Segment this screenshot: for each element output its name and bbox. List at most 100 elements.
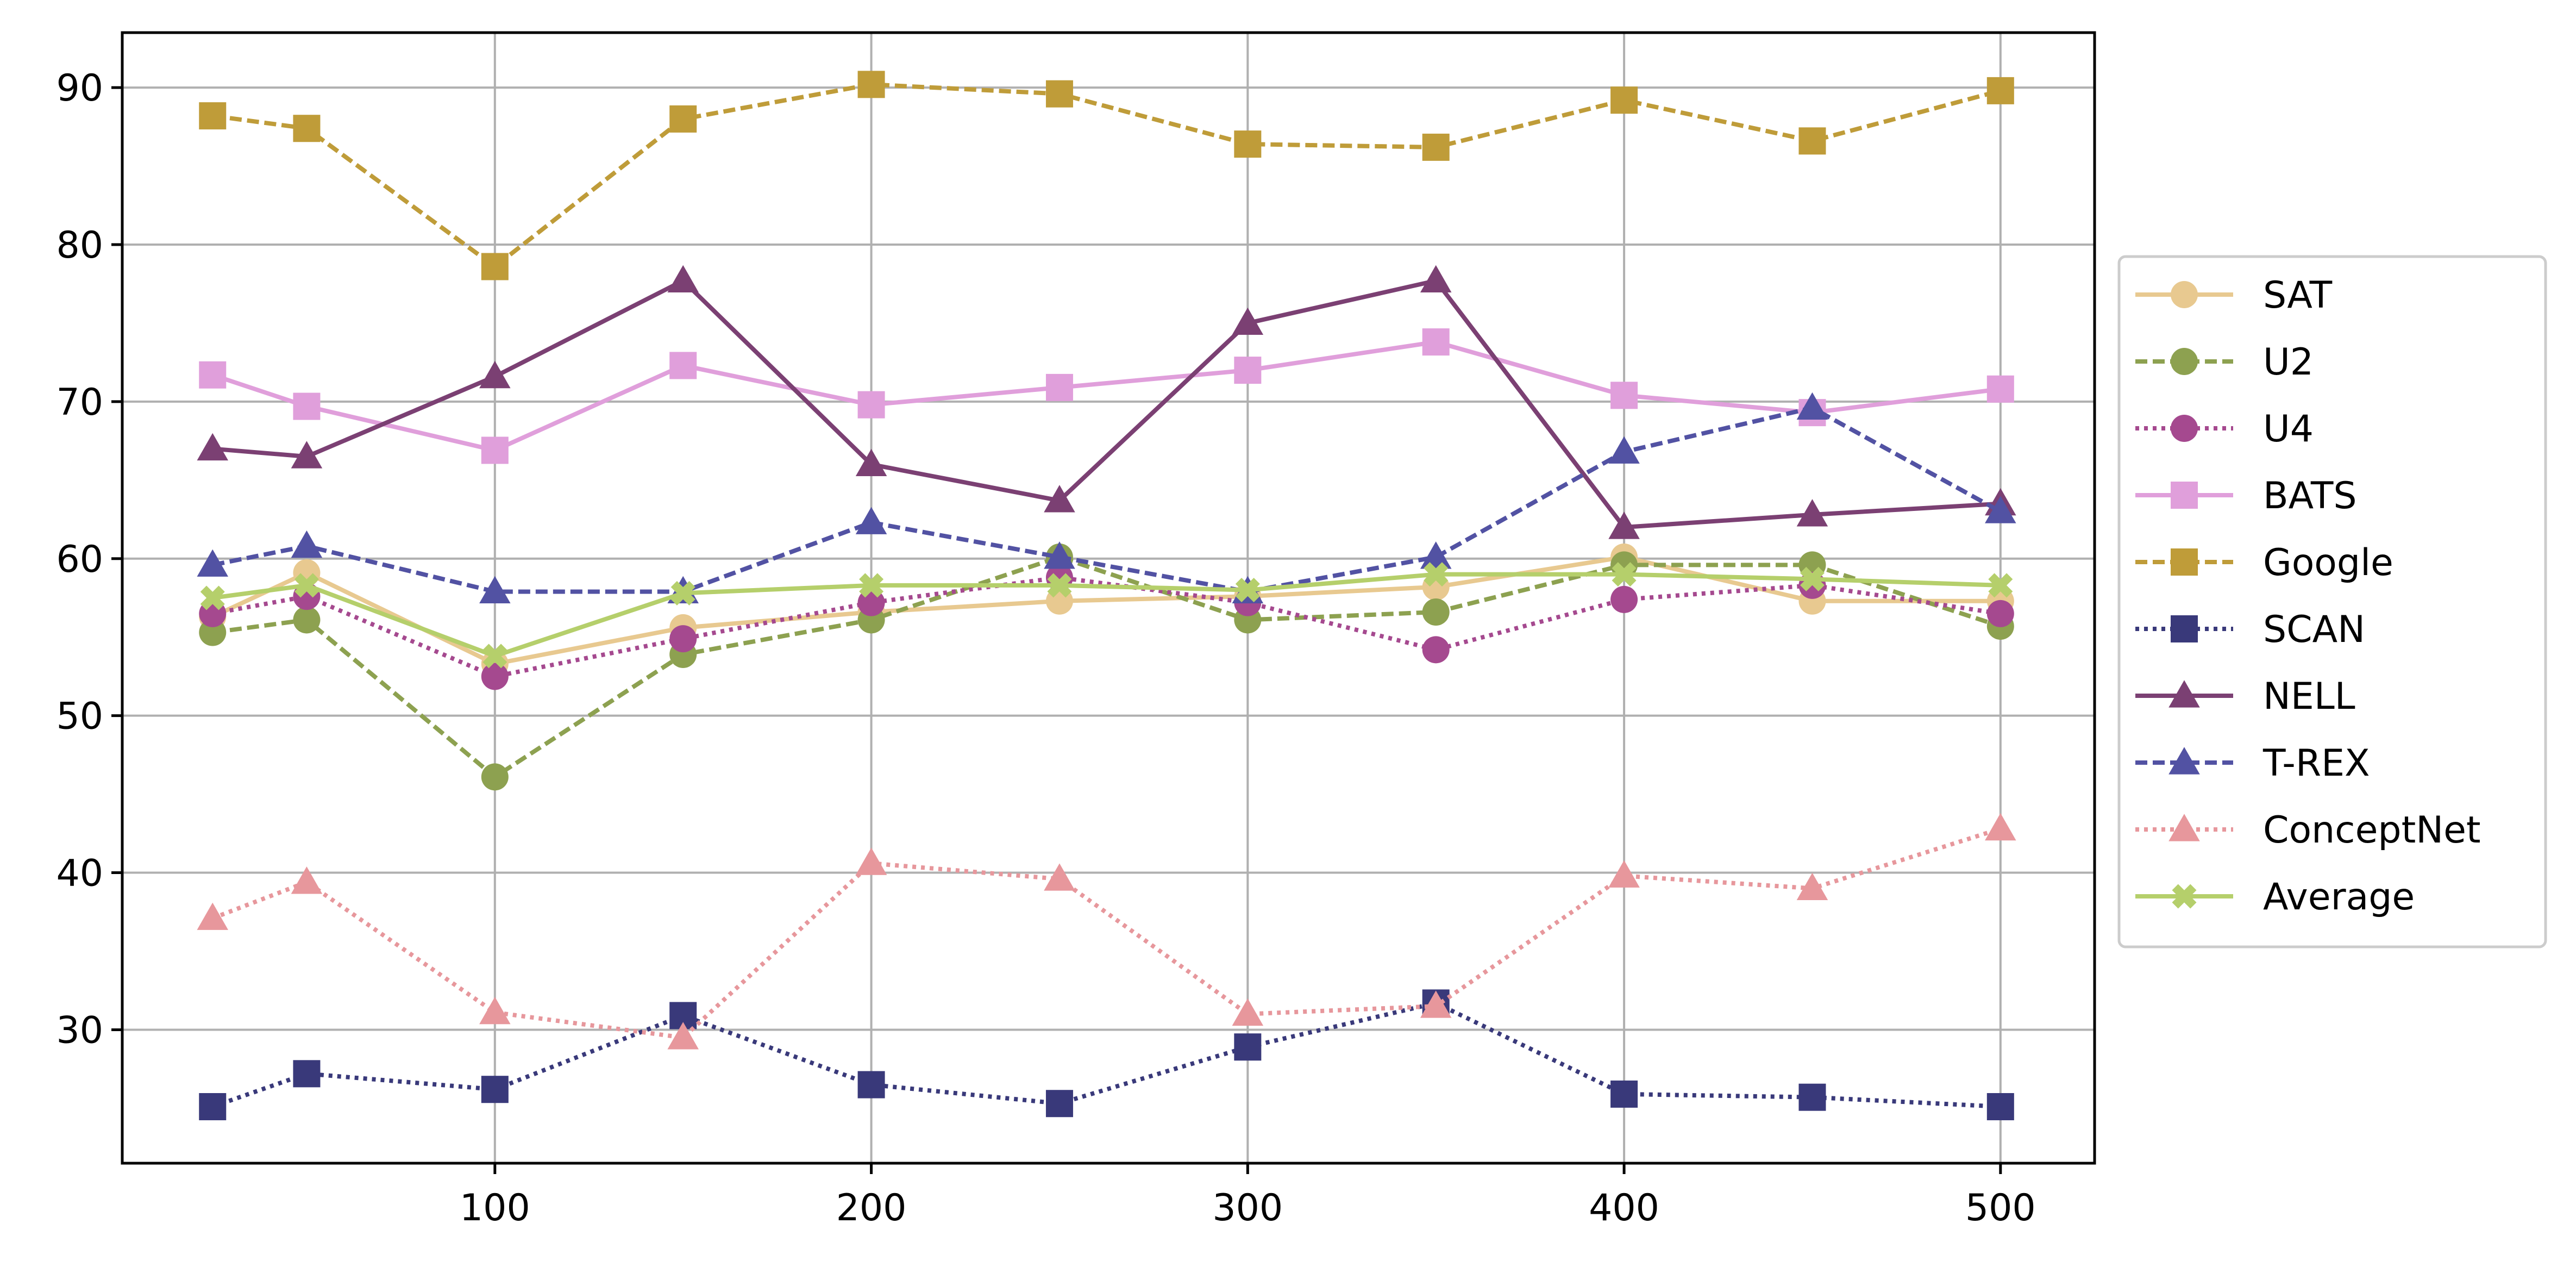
series-bats bbox=[199, 328, 2014, 464]
data-point-bats bbox=[857, 391, 885, 419]
data-point-google bbox=[1610, 86, 1638, 114]
legend-item-conceptnet: ConceptNet bbox=[2135, 809, 2481, 852]
data-point-t-rex bbox=[1044, 541, 1075, 569]
data-point-average bbox=[1424, 562, 1449, 587]
legend-marker-sat bbox=[2171, 281, 2198, 308]
legend-item-u2: U2 bbox=[2135, 341, 2314, 384]
data-point-google bbox=[1422, 133, 1450, 161]
legend-label-u4: U4 bbox=[2263, 408, 2314, 451]
data-point-t-rex bbox=[291, 530, 323, 558]
data-point-average bbox=[1988, 573, 2013, 598]
legend-label-average: Average bbox=[2263, 876, 2415, 919]
legend-label-u2: U2 bbox=[2263, 341, 2314, 384]
data-point-u2 bbox=[481, 763, 509, 791]
data-point-scan bbox=[1610, 1080, 1638, 1108]
data-point-average bbox=[482, 644, 507, 669]
y-tick-label: 50 bbox=[56, 695, 103, 738]
legend-label-t-rex: T-REX bbox=[2262, 742, 2370, 785]
legend-item-nell: NELL bbox=[2135, 675, 2355, 718]
data-point-u2 bbox=[293, 606, 321, 634]
data-point-google bbox=[293, 115, 321, 142]
data-point-bats bbox=[1610, 382, 1638, 409]
legend-marker-nell bbox=[2168, 680, 2200, 708]
data-point-average bbox=[1235, 578, 1260, 603]
data-point-t-rex bbox=[1608, 436, 1640, 464]
data-point-scan bbox=[481, 1076, 509, 1103]
data-point-conceptnet bbox=[667, 1022, 699, 1050]
data-point-nell bbox=[1232, 307, 1264, 335]
data-point-average bbox=[294, 573, 319, 598]
data-point-google bbox=[857, 71, 885, 98]
series-conceptnet bbox=[197, 813, 2016, 1050]
data-point-google bbox=[1986, 77, 2014, 104]
data-point-bats bbox=[1234, 357, 1262, 384]
legend-label-nell: NELL bbox=[2263, 675, 2355, 718]
legend-marker-u4 bbox=[2171, 415, 2198, 442]
data-point-conceptnet bbox=[1044, 863, 1075, 891]
data-point-t-rex bbox=[197, 549, 229, 577]
legend-label-google: Google bbox=[2263, 541, 2393, 584]
legend: SAT U2 U4 BATS Google SCAN NELL T-REX ConceptNet… bbox=[2117, 255, 2547, 948]
data-point-u2 bbox=[199, 619, 227, 646]
data-point-conceptnet bbox=[479, 996, 511, 1025]
legend-label-conceptnet: ConceptNet bbox=[2263, 809, 2481, 852]
data-point-scan bbox=[1045, 1090, 1073, 1118]
data-point-conceptnet bbox=[291, 866, 323, 894]
legend-label-sat: SAT bbox=[2263, 274, 2333, 317]
legend-item-t-rex: T-REX bbox=[2135, 742, 2370, 785]
data-point-scan bbox=[199, 1093, 227, 1120]
data-point-average bbox=[200, 585, 225, 610]
series-average bbox=[200, 562, 2013, 669]
series-line-conceptnet bbox=[211, 826, 2002, 1040]
data-point-t-rex bbox=[1985, 496, 2016, 523]
data-point-conceptnet bbox=[1985, 813, 2016, 841]
y-tick-label: 70 bbox=[56, 381, 103, 424]
data-point-nell bbox=[291, 441, 323, 469]
legend-label-scan: SCAN bbox=[2263, 608, 2365, 651]
data-point-t-rex bbox=[1796, 392, 1828, 420]
data-point-average bbox=[1800, 566, 1825, 591]
data-point-bats bbox=[481, 436, 509, 464]
data-point-nell bbox=[855, 448, 887, 477]
y-tick-label: 60 bbox=[56, 538, 103, 581]
legend-item-sat: SAT bbox=[2135, 274, 2333, 317]
series-scan bbox=[199, 989, 2014, 1120]
data-point-nell bbox=[197, 433, 229, 461]
series-google bbox=[199, 71, 2014, 280]
legend-label-bats: BATS bbox=[2263, 475, 2357, 517]
data-point-conceptnet bbox=[197, 902, 229, 930]
data-point-conceptnet bbox=[1608, 860, 1640, 888]
series-nell bbox=[197, 265, 2016, 539]
x-tick-label: 500 bbox=[1965, 1187, 2036, 1230]
y-tick-label: 90 bbox=[56, 67, 103, 110]
data-point-scan bbox=[1986, 1093, 2014, 1120]
data-point-conceptnet bbox=[1796, 872, 1828, 901]
data-point-conceptnet bbox=[855, 847, 887, 875]
data-point-t-rex bbox=[479, 576, 511, 604]
data-point-google bbox=[1798, 127, 1826, 155]
y-tick-label: 80 bbox=[56, 224, 103, 267]
data-point-bats bbox=[669, 352, 697, 379]
legend-item-u4: U4 bbox=[2135, 408, 2314, 451]
data-point-scan bbox=[293, 1060, 321, 1088]
plot-area bbox=[197, 71, 2016, 1120]
data-point-bats bbox=[1986, 375, 2014, 403]
data-point-bats bbox=[199, 361, 227, 389]
data-point-bats bbox=[293, 392, 321, 420]
data-point-nell bbox=[1420, 265, 1452, 293]
legend-marker-scan bbox=[2171, 615, 2198, 642]
data-point-u4 bbox=[669, 625, 697, 653]
data-point-google bbox=[1045, 80, 1073, 108]
x-tick-label: 200 bbox=[836, 1187, 907, 1230]
axis-ticks: 100 200 300 400 500 30 40 50 60 70 80 90 bbox=[56, 67, 2035, 1230]
legend-marker-average bbox=[2172, 884, 2197, 909]
data-point-conceptnet bbox=[1232, 998, 1264, 1026]
x-tick-label: 100 bbox=[460, 1187, 530, 1230]
data-point-nell bbox=[479, 360, 511, 389]
legend-item-average: Average bbox=[2135, 876, 2415, 919]
data-point-average bbox=[1612, 562, 1637, 587]
data-point-scan bbox=[1234, 1033, 1262, 1061]
data-point-t-rex bbox=[1420, 541, 1452, 569]
data-point-bats bbox=[1045, 373, 1073, 401]
data-point-google bbox=[199, 102, 227, 130]
